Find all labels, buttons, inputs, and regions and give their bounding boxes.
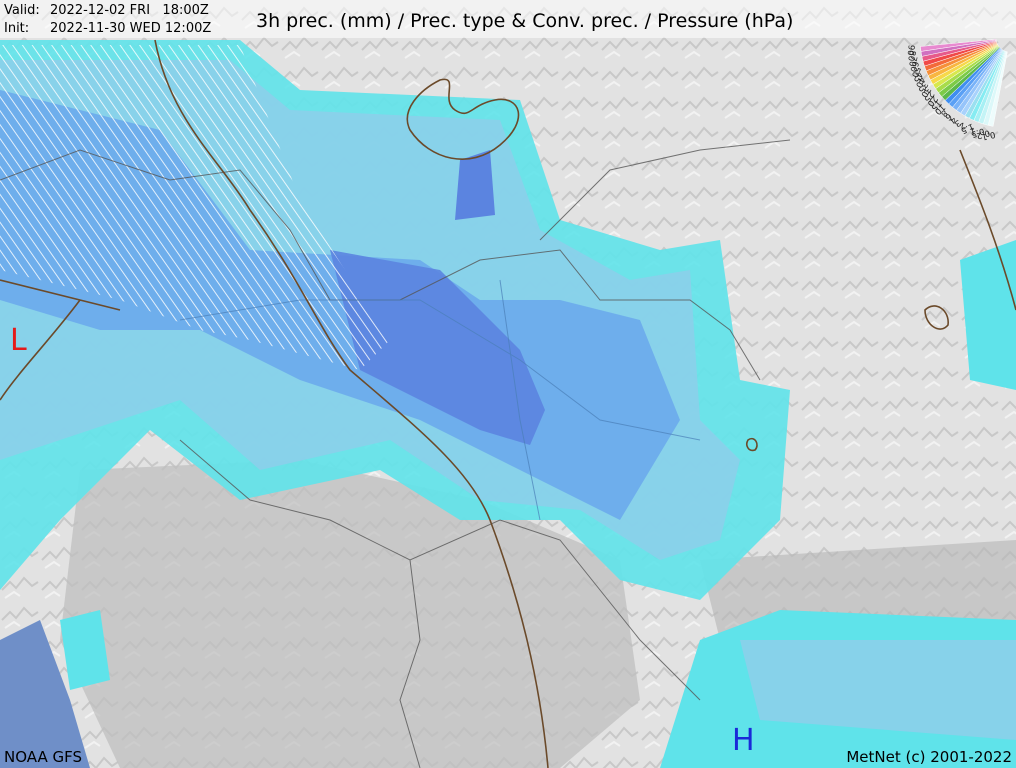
init-time: 2022-11-30 WED 12:00Z — [50, 21, 211, 36]
model-name: NOAA GFS — [4, 748, 82, 766]
legend-label: 1 — [968, 125, 977, 136]
high-pressure-label: H — [732, 723, 755, 758]
rivers — [179, 279, 701, 521]
map-title: 3h prec. (mm) / Prec. type & Conv. prec.… — [256, 10, 793, 32]
valid-label: Valid: — [4, 3, 40, 18]
legend-label: 45 — [911, 70, 924, 84]
low-pressure-label: L — [10, 323, 27, 358]
legend-label: 80 — [905, 49, 917, 61]
header-band — [0, 0, 1016, 38]
terrain-dark — [60, 460, 640, 768]
legend-label: 4 — [947, 114, 957, 125]
precip-heavier — [330, 250, 545, 445]
legend-label: 50 — [909, 65, 922, 79]
legend-label: 0.1 — [981, 129, 996, 142]
legend-label: 35 — [915, 80, 929, 94]
snow-hatch — [0, 45, 390, 370]
isobars — [0, 39, 1016, 768]
legend-label: 70 — [906, 55, 918, 68]
legend-label: 2 — [957, 120, 967, 131]
legend-label: 0.5 — [970, 125, 986, 139]
legend-label: 6 — [943, 111, 953, 122]
valid-time: 2022-12-02 FRI 18:00Z — [50, 3, 209, 18]
precip-moderate — [740, 640, 1016, 740]
legend-label: 60 — [907, 60, 920, 73]
legend: 90807060504540353025201510864321.510.50.… — [905, 39, 1008, 142]
legend-label: 90 — [905, 44, 916, 56]
legend-label: 8 — [938, 107, 949, 118]
precip-light — [60, 610, 110, 690]
legend-label: 30 — [918, 84, 932, 99]
sea — [0, 620, 90, 768]
init-label: Init: — [4, 21, 29, 36]
legend-label: 0.2 — [975, 127, 991, 140]
legend-label: 3 — [952, 117, 962, 128]
credit: MetNet (c) 2001-2022 — [846, 748, 1012, 766]
precip-light — [960, 240, 1016, 390]
legend-label: 40 — [913, 75, 927, 89]
legend-swatch — [987, 51, 1008, 127]
precip-heavier — [455, 150, 495, 220]
